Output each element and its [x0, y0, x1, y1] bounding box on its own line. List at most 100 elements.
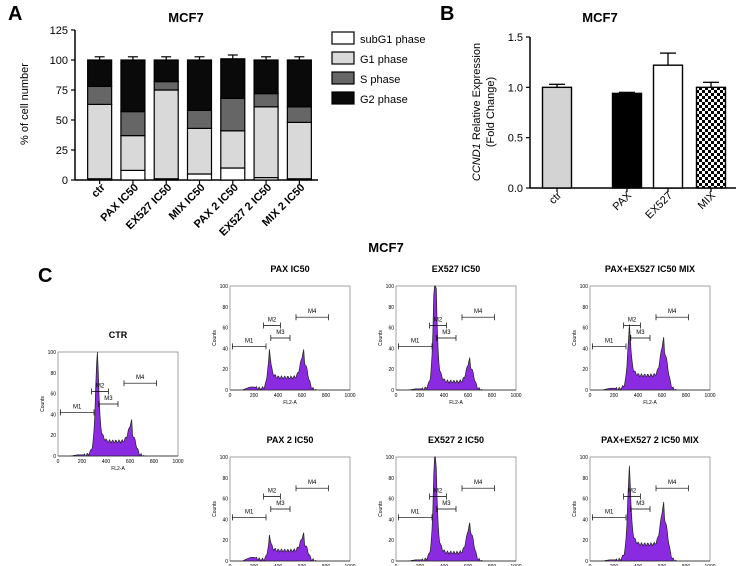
- histogram-x-tick-label: 800: [682, 564, 691, 566]
- histogram-x-tick-label: 800: [488, 564, 497, 566]
- histogram-x-tick-label: 600: [126, 459, 135, 465]
- panel-a-legend-label: G2 phase: [360, 94, 408, 106]
- gate-label: M4: [668, 309, 677, 315]
- histogram-x-tick-label: 0: [589, 564, 592, 566]
- panel-a-legend-label: G1 phase: [360, 54, 408, 66]
- histogram-y-tick-label: 0: [225, 388, 228, 394]
- panel-a-bar-segment: [120, 135, 146, 172]
- panel-a-title: MCF7: [168, 10, 203, 25]
- panel-a-bar-segment: [186, 109, 213, 130]
- histogram-y-tick-label: 80: [582, 305, 588, 311]
- histogram-x-tick-label: 400: [274, 393, 283, 399]
- histogram-x-tick-label: 1000: [172, 459, 183, 465]
- histogram-x-tick-label: 600: [298, 564, 307, 566]
- panel-a-bar-segment: [253, 106, 279, 179]
- gate-label: M4: [474, 480, 483, 486]
- panel-label-b: B: [440, 3, 454, 25]
- histogram-y-tick-label: 60: [50, 392, 56, 398]
- panel-a-bar-segment: [186, 127, 213, 175]
- histogram-ylabel: Counts: [572, 501, 578, 517]
- histogram-plot: EX527 2 IC500204060801000200400600800100…: [378, 435, 522, 566]
- panel-a-bars: [87, 54, 312, 181]
- panel-b-bar-chart: MCF7 CCND1 Relative Expression (Fold Cha…: [471, 10, 736, 221]
- panel-b-x-tick-label: EX527: [643, 190, 675, 222]
- histogram-x-tick-label: 1000: [510, 564, 521, 566]
- histogram-x-tick-label: 800: [682, 393, 691, 399]
- panel-a-y-tick-label: 75: [56, 85, 68, 97]
- panel-a-legend-swatch: [331, 91, 355, 105]
- panel-a-bar-segment: [87, 59, 113, 87]
- panel-b-x-tick-label: MIX: [696, 189, 719, 212]
- panel-b-bar: [695, 86, 727, 189]
- panel-b-ylabel-italic: CCND1: [471, 143, 483, 181]
- histogram-x-tick-label: 200: [610, 564, 619, 566]
- histogram-y-tick-label: 0: [391, 388, 394, 394]
- histogram-xlabel: FL2-A: [449, 400, 463, 406]
- gate-label: M3: [104, 396, 113, 402]
- histogram-ylabel: Counts: [212, 501, 218, 517]
- histogram-y-tick-label: 100: [48, 350, 57, 356]
- histogram-y-tick-label: 20: [222, 538, 228, 544]
- histogram-x-tick-label: 600: [658, 393, 667, 399]
- histogram-y-tick-label: 40: [388, 517, 394, 523]
- panel-a-bar-segment: [120, 59, 146, 113]
- gate-label: M3: [442, 501, 451, 507]
- histogram-y-tick-label: 0: [585, 559, 588, 565]
- gate-label: M2: [268, 489, 277, 495]
- histogram-x-tick-label: 1000: [344, 393, 355, 399]
- panel-a-bar-segment: [120, 169, 146, 181]
- histogram-xlabel: FL2-A: [643, 400, 657, 406]
- histogram-x-tick-label: 400: [634, 393, 643, 399]
- gate-label: M3: [636, 330, 645, 336]
- histogram-y-tick-label: 60: [582, 326, 588, 332]
- histogram-x-tick-label: 600: [658, 564, 667, 566]
- histogram-x-tick-label: 0: [57, 459, 60, 465]
- panel-b-y-tick-label: 0.5: [508, 133, 523, 145]
- histogram-x-tick-label: 0: [395, 564, 398, 566]
- panel-a-bar-segment: [87, 103, 113, 180]
- histogram-ylabel: Counts: [572, 330, 578, 346]
- panel-b-bar: [541, 86, 573, 189]
- histogram-ylabel: Counts: [378, 501, 384, 517]
- histogram-x-tick-label: 200: [78, 459, 87, 465]
- histogram-x-tick-label: 0: [589, 393, 592, 399]
- histogram-y-tick-label: 20: [388, 367, 394, 373]
- histogram-y-tick-label: 0: [225, 559, 228, 565]
- histogram-x-tick-label: 0: [229, 393, 232, 399]
- histogram-x-tick-label: 1000: [704, 564, 715, 566]
- histogram-y-tick-label: 0: [585, 388, 588, 394]
- histogram-y-tick-label: 100: [386, 284, 395, 290]
- histogram-x-tick-label: 0: [395, 393, 398, 399]
- histogram-area: [590, 324, 710, 391]
- histogram-y-tick-label: 20: [582, 538, 588, 544]
- histogram-y-tick-label: 60: [582, 497, 588, 503]
- histogram-title: PAX+EX527 IC50 MIX: [605, 264, 695, 274]
- histogram-y-tick-label: 40: [388, 346, 394, 352]
- histogram-y-tick-label: 40: [50, 412, 56, 418]
- histogram-y-tick-label: 20: [222, 367, 228, 373]
- panel-a-legend-swatch: [331, 31, 355, 45]
- panel-a-y-tick-label: 25: [56, 145, 68, 157]
- panel-a-bar-segment: [220, 130, 246, 169]
- histogram-title: EX527 2 IC50: [428, 435, 484, 445]
- histogram-y-tick-label: 0: [391, 559, 394, 565]
- panel-a-bar-segment: [286, 121, 312, 180]
- panel-a-stacked-bar-chart: MCF7 % of cell number 0255075100125ctrPA…: [19, 10, 425, 239]
- panel-a-bar-segment: [186, 173, 213, 181]
- histogram-y-tick-label: 20: [388, 538, 394, 544]
- panel-b-bars: [541, 52, 727, 189]
- panel-a-bar-segment: [153, 89, 179, 180]
- histogram-area: [396, 285, 516, 391]
- histogram-ylabel: Counts: [40, 396, 46, 412]
- gate-label: M2: [628, 318, 637, 324]
- panel-a-legend-label: subG1 phase: [360, 34, 425, 46]
- histogram-x-tick-label: 1000: [344, 564, 355, 566]
- histogram-y-tick-label: 80: [222, 305, 228, 311]
- histogram-x-tick-label: 800: [488, 393, 497, 399]
- panel-a-bar-segment: [220, 97, 246, 132]
- panel-b-y-tick-label: 0.0: [508, 183, 523, 195]
- histogram-y-tick-label: 60: [388, 497, 394, 503]
